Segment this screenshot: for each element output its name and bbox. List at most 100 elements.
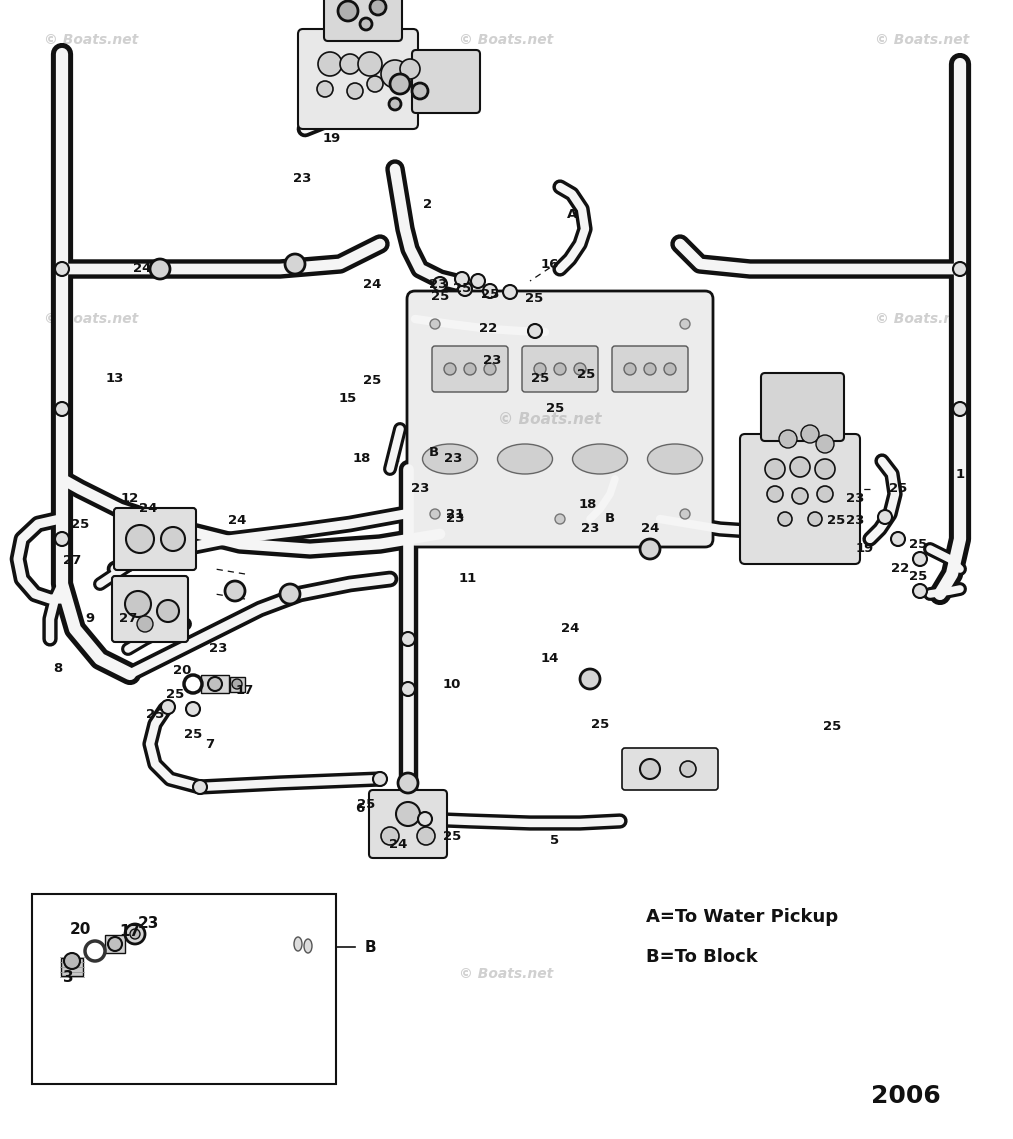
Circle shape	[381, 60, 409, 88]
Circle shape	[430, 509, 440, 519]
Circle shape	[913, 584, 927, 598]
Text: 25: 25	[166, 688, 184, 700]
FancyBboxPatch shape	[412, 50, 480, 113]
Text: 25: 25	[71, 517, 89, 531]
Circle shape	[412, 83, 428, 99]
Circle shape	[125, 924, 145, 944]
Text: © Boats.net: © Boats.net	[44, 312, 139, 326]
Circle shape	[193, 780, 207, 794]
Circle shape	[360, 18, 372, 30]
Text: 24: 24	[133, 262, 151, 276]
Bar	[105, 935, 125, 953]
Circle shape	[186, 702, 200, 716]
Bar	[230, 677, 244, 691]
Circle shape	[484, 363, 496, 375]
Circle shape	[400, 59, 420, 79]
Circle shape	[126, 525, 154, 554]
Circle shape	[130, 929, 140, 939]
Circle shape	[554, 363, 566, 375]
Circle shape	[55, 532, 69, 546]
Circle shape	[792, 487, 808, 503]
Text: 27: 27	[63, 555, 81, 567]
Text: 7: 7	[206, 737, 215, 751]
Circle shape	[370, 0, 386, 15]
Circle shape	[55, 402, 69, 416]
FancyBboxPatch shape	[369, 790, 447, 858]
Text: 20: 20	[69, 921, 91, 936]
FancyBboxPatch shape	[407, 290, 713, 547]
Circle shape	[767, 486, 783, 502]
Text: 16: 16	[541, 257, 559, 270]
Circle shape	[574, 363, 586, 375]
Text: 25: 25	[827, 515, 845, 527]
Text: 24: 24	[139, 502, 157, 516]
Circle shape	[347, 83, 363, 99]
Text: 25: 25	[481, 287, 499, 301]
Text: 25: 25	[357, 797, 375, 811]
Circle shape	[680, 319, 690, 329]
Text: 24: 24	[561, 623, 579, 636]
Circle shape	[891, 532, 905, 546]
Text: © Boats.net: © Boats.net	[459, 380, 554, 394]
Text: 23: 23	[209, 642, 227, 656]
Text: © Boats.net: © Boats.net	[44, 967, 139, 981]
Circle shape	[137, 616, 153, 632]
FancyBboxPatch shape	[432, 346, 508, 392]
Circle shape	[150, 259, 170, 279]
Circle shape	[430, 319, 440, 329]
Circle shape	[418, 812, 432, 826]
Circle shape	[340, 54, 360, 74]
Circle shape	[161, 700, 175, 714]
Text: 25: 25	[453, 282, 471, 295]
Text: 25: 25	[146, 707, 164, 721]
Text: 3: 3	[63, 969, 73, 984]
Circle shape	[338, 1, 358, 21]
Text: 18: 18	[578, 498, 598, 510]
Text: 23: 23	[428, 278, 447, 290]
Text: B=To Block: B=To Block	[646, 948, 758, 966]
Text: 13: 13	[105, 372, 125, 385]
Text: 19: 19	[856, 542, 874, 556]
Text: 10: 10	[443, 678, 461, 690]
Text: 25: 25	[823, 721, 841, 734]
Circle shape	[358, 52, 382, 76]
Text: 25: 25	[591, 718, 609, 730]
FancyBboxPatch shape	[741, 434, 860, 564]
Text: B: B	[428, 446, 439, 459]
Text: © Boats.net: © Boats.net	[874, 312, 969, 326]
Text: 25: 25	[909, 538, 927, 550]
Text: 17: 17	[120, 924, 141, 939]
Text: 25: 25	[531, 372, 549, 385]
Text: 25: 25	[888, 483, 907, 495]
Text: 19: 19	[323, 132, 341, 146]
Circle shape	[778, 513, 792, 526]
Circle shape	[455, 272, 469, 286]
Bar	[61, 958, 83, 976]
Text: 22: 22	[890, 563, 909, 575]
Text: 1: 1	[955, 467, 964, 481]
Text: © Boats.net: © Boats.net	[459, 33, 554, 47]
Text: 12: 12	[121, 492, 139, 506]
Text: 15: 15	[339, 393, 358, 405]
Text: 24: 24	[363, 278, 381, 290]
Circle shape	[317, 81, 333, 97]
Text: © Boats.net: © Boats.net	[459, 967, 554, 981]
Circle shape	[381, 827, 399, 845]
FancyBboxPatch shape	[112, 576, 188, 642]
Circle shape	[640, 759, 660, 779]
Text: 23: 23	[411, 483, 430, 495]
Circle shape	[161, 527, 185, 551]
Circle shape	[417, 827, 435, 845]
Text: 18: 18	[353, 452, 371, 466]
Text: 20: 20	[173, 664, 191, 678]
Circle shape	[389, 98, 401, 110]
Ellipse shape	[572, 444, 627, 474]
Circle shape	[503, 285, 517, 300]
Text: B: B	[605, 513, 615, 525]
Circle shape	[458, 282, 472, 296]
FancyBboxPatch shape	[298, 28, 418, 129]
Text: 21: 21	[446, 508, 464, 521]
Text: 9: 9	[85, 613, 94, 625]
Circle shape	[790, 457, 810, 477]
Circle shape	[125, 591, 151, 617]
